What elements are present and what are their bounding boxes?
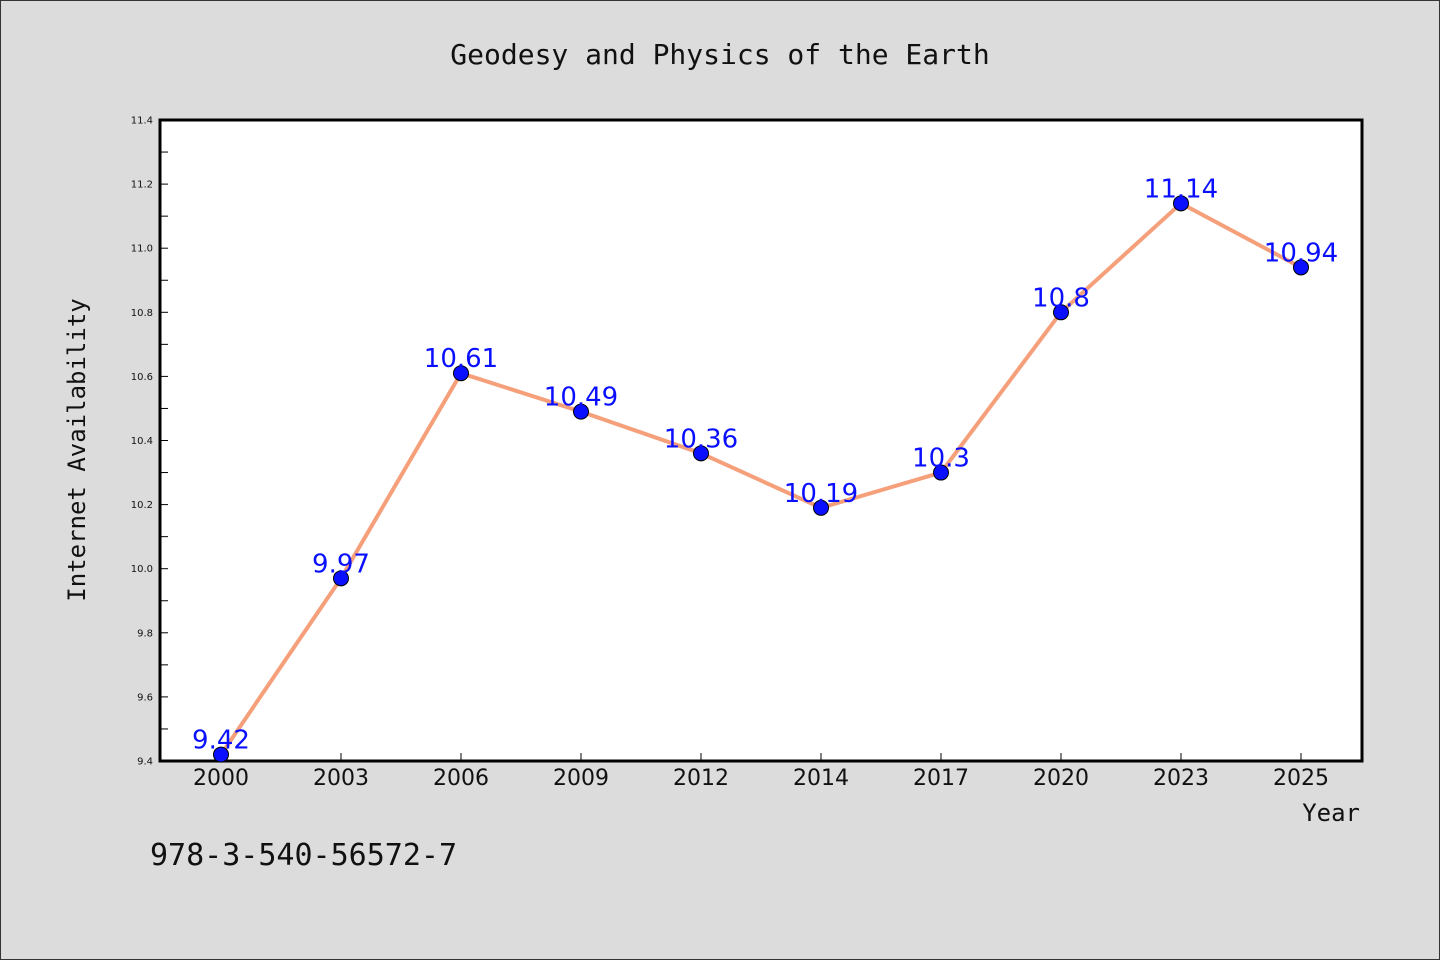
series-line [219,201,1302,756]
data-labels: 9.42 9.97 10.61 10.49 10.36 10.19 10.3 10.8 11.1… [192,174,1338,755]
y-tick-label: 9.6 [137,692,153,703]
x-tick-label: 2014 [793,766,849,791]
x-tick-label: 2006 [433,766,489,791]
x-tick-label: 2012 [673,766,729,791]
y-axis-ticks: 9.4 9.6 9.8 10.0 10.2 10.4 10.6 10.8 11.0 11.2 11.… [131,116,168,768]
data-point [573,403,589,420]
plot-area [158,118,1364,763]
data-label: 10.3 [912,444,970,474]
data-point [453,365,469,382]
data-label: 10.8 [1032,283,1090,313]
data-point [813,499,829,516]
series-line-group [219,201,1302,756]
data-point [1173,195,1189,212]
y-tick-label: 10.2 [131,500,153,511]
data-point [933,464,949,481]
chart-title: Geodesy and Physics of the Earth [450,38,989,71]
x-tick-label: 2017 [913,766,969,791]
x-axis-ticks: 2000 2003 2006 2009 2012 2014 2017 2020 2023 2025 [193,753,1329,791]
data-label: 11.14 [1144,174,1218,204]
x-tick-label: 2020 [1033,766,1089,791]
x-tick-label: 2009 [553,766,609,791]
data-markers [213,195,1309,763]
y-tick-label: 10.0 [131,564,153,575]
y-tick-label: 11.4 [131,116,153,127]
data-point [333,570,349,587]
x-axis-label: Year [1302,799,1360,827]
data-label: 10.49 [544,383,618,413]
y-axis-label: Internet Availability [63,298,91,601]
y-tick-label: 11.2 [131,180,153,191]
y-tick-label: 10.4 [131,436,153,447]
y-tick-label: 10.8 [131,308,153,319]
data-point [693,445,709,462]
y-tick-label: 10.6 [131,372,153,383]
x-tick-label: 2003 [313,766,369,791]
data-label: 10.61 [424,344,498,374]
data-label: 10.19 [784,479,858,509]
data-label: 9.97 [312,549,370,579]
data-label: 9.42 [192,726,250,756]
data-point [1293,259,1309,276]
y-tick-label: 11.0 [131,244,153,255]
x-tick-label: 2025 [1273,766,1329,791]
data-label: 10.94 [1264,238,1338,268]
x-tick-label: 2023 [1153,766,1209,791]
x-tick-label: 2000 [193,766,249,791]
data-point [213,746,229,763]
y-tick-label: 9.4 [137,757,153,768]
y-tick-label: 9.8 [137,628,153,639]
isbn-annotation: 978-3-540-56572-7 [150,838,457,873]
data-point [1053,304,1069,321]
data-label: 10.36 [664,424,738,454]
